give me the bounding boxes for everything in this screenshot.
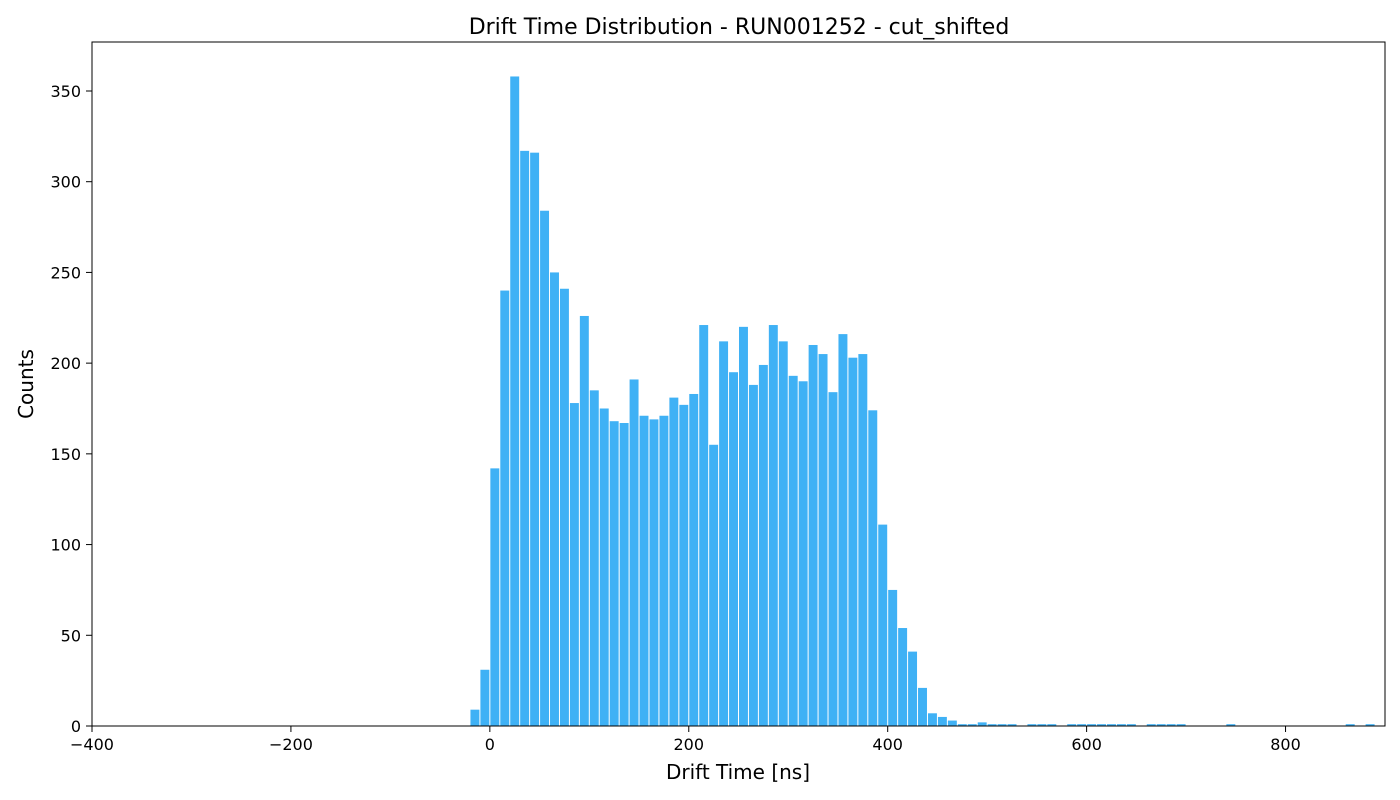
x-tick-label: −200 (269, 735, 313, 754)
histogram-bar (1027, 724, 1037, 726)
histogram-bar (679, 404, 689, 726)
histogram-bar (957, 724, 967, 726)
histogram-bar (1126, 724, 1136, 726)
histogram-bar (470, 709, 480, 726)
histogram-bar (1107, 724, 1116, 726)
histogram-bar (997, 724, 1007, 726)
histogram-bar (579, 315, 589, 726)
histogram-bar (1166, 724, 1176, 726)
histogram-bar (1037, 724, 1047, 726)
x-tick-label: −400 (70, 735, 114, 754)
histogram-bar (888, 589, 898, 726)
histogram-bar (858, 354, 868, 726)
x-axis-title: Drift Time [ns] (666, 760, 810, 784)
histogram-bar (937, 716, 947, 726)
y-tick-label: 250 (50, 263, 81, 282)
y-tick-label: 150 (50, 445, 81, 464)
histogram-bar (520, 150, 530, 727)
histogram-bar (619, 423, 629, 726)
histogram-bar (659, 415, 669, 726)
histogram-bar (559, 288, 569, 726)
histogram-bar (510, 76, 520, 727)
histogram-bar (927, 713, 937, 726)
histogram-bar (788, 375, 798, 726)
histogram-bar (1067, 724, 1077, 726)
x-tick-label: 0 (485, 735, 495, 754)
x-axis-ticks: −400 −200 0 200 400 600 800 (70, 726, 1301, 754)
x-tick-label: 400 (872, 735, 903, 754)
histogram-bar (808, 344, 818, 726)
histogram-bar (947, 720, 957, 726)
histogram-bar (908, 651, 918, 726)
histogram-bar (709, 444, 719, 726)
histogram-bar (1176, 724, 1186, 726)
histogram-bar (758, 364, 768, 726)
y-axis-title: Counts (14, 349, 38, 419)
histogram-bar (719, 341, 729, 726)
x-tick-label: 600 (1071, 735, 1102, 754)
histogram-bar (778, 341, 788, 726)
histogram-bar (1156, 724, 1166, 726)
chart-title: Drift Time Distribution - RUN001252 - cu… (469, 15, 1010, 40)
histogram-bar (1116, 724, 1126, 726)
histogram-bar (649, 419, 659, 726)
histogram-bar (868, 410, 878, 726)
histogram-bar (589, 390, 599, 726)
histogram-bar (1007, 724, 1017, 726)
histogram-bar (1077, 724, 1087, 726)
histogram-bar (1146, 724, 1156, 726)
histogram-bar (1226, 724, 1236, 726)
histogram-bar (838, 334, 848, 726)
histogram-bar (569, 403, 579, 726)
bars-layer (470, 76, 1375, 727)
histogram-bar (1097, 724, 1107, 726)
histogram-bar (609, 421, 619, 726)
histogram-bar (768, 325, 778, 726)
x-tick-label: 800 (1270, 735, 1301, 754)
plot-frame (91, 41, 1386, 727)
histogram-bar (550, 272, 559, 726)
histogram-bar (669, 397, 679, 726)
histogram-bar (748, 384, 758, 726)
y-tick-label: 350 (50, 82, 81, 101)
y-axis-ticks: 0 50 100 150 200 250 300 350 (50, 82, 92, 736)
histogram-bar (848, 357, 858, 726)
histogram-bar (1087, 724, 1097, 726)
histogram-bar (987, 724, 997, 726)
histogram-bar (898, 628, 908, 726)
x-tick-label: 200 (673, 735, 704, 754)
histogram-bar (818, 354, 828, 726)
histogram-bar (1365, 724, 1375, 726)
histogram-bar (878, 524, 888, 726)
histogram-bar (699, 325, 709, 726)
histogram-bar (689, 393, 699, 726)
y-tick-label: 50 (61, 626, 81, 645)
histogram-bar (500, 290, 510, 726)
histogram-bar (530, 152, 540, 727)
histogram-bar (639, 415, 649, 726)
histogram-bar (729, 372, 738, 726)
histogram-bar (490, 468, 500, 726)
histogram-bar (798, 381, 808, 726)
y-tick-label: 0 (71, 717, 81, 736)
histogram-bar (828, 392, 838, 726)
histogram-bar (918, 687, 927, 726)
histogram-bar (967, 724, 977, 726)
histogram-bar (1047, 724, 1057, 726)
histogram-bar (629, 379, 639, 726)
histogram-bar (739, 326, 748, 726)
y-tick-label: 200 (50, 354, 81, 373)
histogram-bar (480, 669, 490, 726)
y-tick-label: 100 (50, 536, 81, 555)
histogram-bar (977, 722, 987, 726)
histogram-bar (540, 210, 550, 727)
histogram-bar (1345, 724, 1355, 726)
y-tick-label: 300 (50, 173, 81, 192)
histogram-bar (599, 408, 609, 726)
